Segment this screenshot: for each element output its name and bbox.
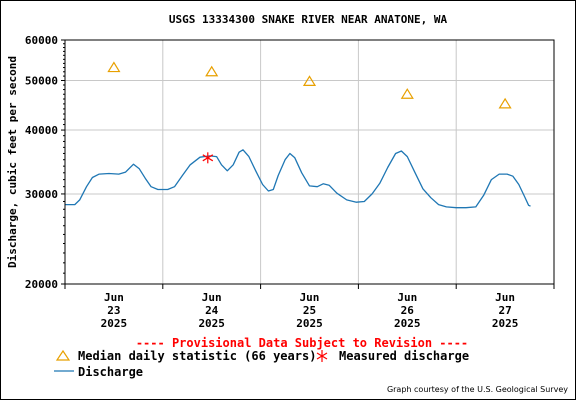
median-statistic-marker (302, 75, 317, 86)
x-tick-year: 2025 (394, 317, 421, 330)
x-tick-month: Jun (397, 291, 417, 304)
x-tick-month: Jun (495, 291, 515, 304)
x-tick-year: 2025 (101, 317, 128, 330)
measured-discharge-marker (202, 152, 214, 164)
y-tick-label: 40000 (25, 124, 58, 137)
x-tick-day: 25 (303, 304, 316, 317)
x-tick-year: 2025 (198, 317, 225, 330)
legend-discharge-label: Discharge (78, 365, 143, 379)
discharge-line (65, 149, 531, 209)
x-tick-day: 26 (401, 304, 415, 317)
x-tick-month: Jun (104, 291, 124, 304)
y-axis-ticks: 20000 30000 40000 50000 60000 (25, 34, 65, 291)
y-tick-label: 30000 (25, 188, 58, 201)
y-tick-label: 60000 (25, 34, 58, 47)
median-statistic-marker (498, 97, 512, 109)
median-statistic-marker (205, 65, 219, 77)
y-tick-label: 50000 (25, 74, 58, 87)
provisional-annotation: ---- Provisional Data Subject to Revisio… (136, 336, 468, 350)
x-tick-day: 23 (107, 304, 120, 317)
x-axis-ticks: Jun232025Jun242025Jun252025Jun262025Jun2… (64, 284, 555, 330)
y-tick-label: 20000 (25, 278, 58, 291)
series-markers (107, 61, 512, 164)
legend-star-symbol (316, 350, 328, 362)
x-tick-month: Jun (202, 291, 222, 304)
x-tick-day: 27 (498, 304, 511, 317)
y-axis-label: Discharge, cubic feet per second (6, 56, 19, 268)
legend-measured-label: Measured discharge (339, 349, 469, 363)
plot-border (64, 39, 555, 285)
x-tick-day: 24 (205, 304, 219, 317)
chart-title: USGS 13334300 SNAKE RIVER NEAR ANATONE, … (169, 13, 448, 26)
legend-median-label: Median daily statistic (66 years) (78, 349, 316, 363)
x-tick-month: Jun (300, 291, 320, 304)
median-statistic-marker (107, 61, 121, 73)
x-tick-year: 2025 (296, 317, 323, 330)
legend-triangle-symbol (55, 349, 71, 361)
median-statistic-marker (400, 88, 414, 99)
series-lines (65, 149, 531, 209)
x-tick-year: 2025 (492, 317, 519, 330)
credit-text: Graph courtesy of the U.S. Geological Su… (387, 385, 568, 394)
legend: Median daily statistic (66 years) Measur… (54, 349, 469, 379)
